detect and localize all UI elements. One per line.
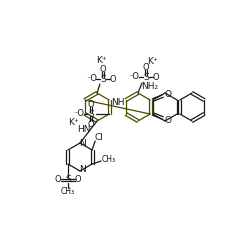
Text: ⁻O: ⁻O: [74, 109, 85, 118]
Text: O: O: [100, 64, 106, 74]
Text: O: O: [54, 176, 61, 184]
Text: CH₃: CH₃: [102, 156, 116, 164]
Text: O: O: [153, 73, 159, 82]
Text: O: O: [74, 176, 81, 184]
Text: S: S: [65, 176, 71, 184]
Text: O: O: [88, 99, 94, 109]
Text: K⁺: K⁺: [96, 55, 106, 64]
Text: O: O: [88, 120, 94, 129]
Text: O: O: [143, 63, 149, 71]
Text: NH₂: NH₂: [141, 82, 159, 90]
Text: K⁺: K⁺: [147, 56, 157, 66]
Text: N: N: [79, 140, 85, 149]
Text: HN: HN: [77, 125, 90, 134]
Text: N: N: [79, 165, 85, 175]
Text: ⁻O: ⁻O: [86, 74, 98, 82]
Text: S: S: [100, 74, 106, 83]
Text: S: S: [88, 110, 94, 118]
Text: K⁺: K⁺: [68, 118, 79, 126]
Text: O: O: [164, 115, 171, 125]
Text: O: O: [110, 74, 116, 83]
Text: O: O: [164, 90, 171, 98]
Text: NH: NH: [111, 98, 124, 106]
Text: Cl: Cl: [95, 133, 104, 142]
Text: ⁻O: ⁻O: [128, 71, 140, 81]
Text: CH₃: CH₃: [61, 188, 75, 196]
Text: S: S: [143, 73, 149, 82]
